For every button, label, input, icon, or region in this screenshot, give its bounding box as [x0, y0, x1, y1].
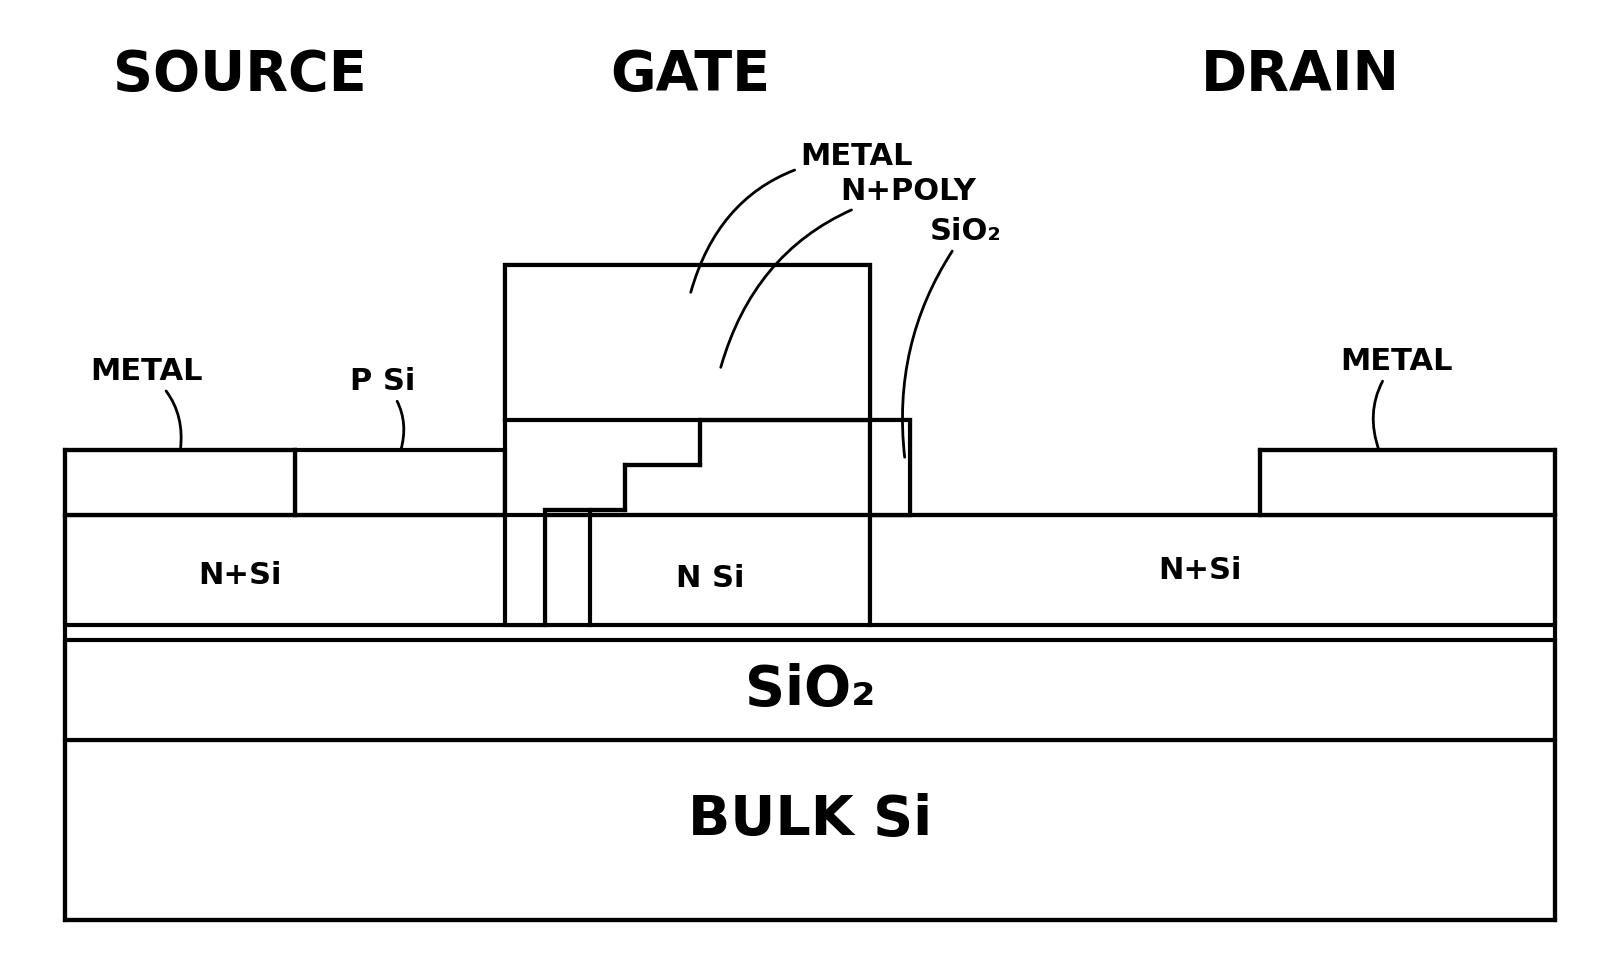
- Text: N+Si: N+Si: [1158, 555, 1242, 585]
- Polygon shape: [545, 515, 870, 625]
- Polygon shape: [65, 640, 1556, 740]
- Text: SiO₂: SiO₂: [902, 217, 1003, 457]
- Text: P Si: P Si: [349, 367, 416, 451]
- Text: METAL: METAL: [1340, 347, 1452, 451]
- Polygon shape: [294, 450, 505, 515]
- Polygon shape: [505, 265, 870, 420]
- Text: SOURCE: SOURCE: [113, 48, 367, 102]
- Text: BULK Si: BULK Si: [687, 793, 931, 847]
- Text: DRAIN: DRAIN: [1200, 48, 1399, 102]
- Polygon shape: [870, 420, 910, 515]
- Polygon shape: [65, 450, 294, 515]
- Polygon shape: [870, 420, 910, 515]
- Polygon shape: [505, 265, 870, 625]
- Polygon shape: [1260, 450, 1556, 515]
- Text: N+POLY: N+POLY: [721, 177, 975, 367]
- Text: SiO₂: SiO₂: [745, 663, 875, 717]
- Text: METAL: METAL: [690, 142, 912, 292]
- Text: N+Si: N+Si: [199, 560, 281, 589]
- Text: GATE: GATE: [610, 48, 770, 102]
- Text: METAL: METAL: [91, 357, 202, 451]
- Polygon shape: [870, 515, 1556, 625]
- Polygon shape: [65, 515, 545, 625]
- Text: N Si: N Si: [676, 563, 744, 592]
- Polygon shape: [65, 740, 1556, 920]
